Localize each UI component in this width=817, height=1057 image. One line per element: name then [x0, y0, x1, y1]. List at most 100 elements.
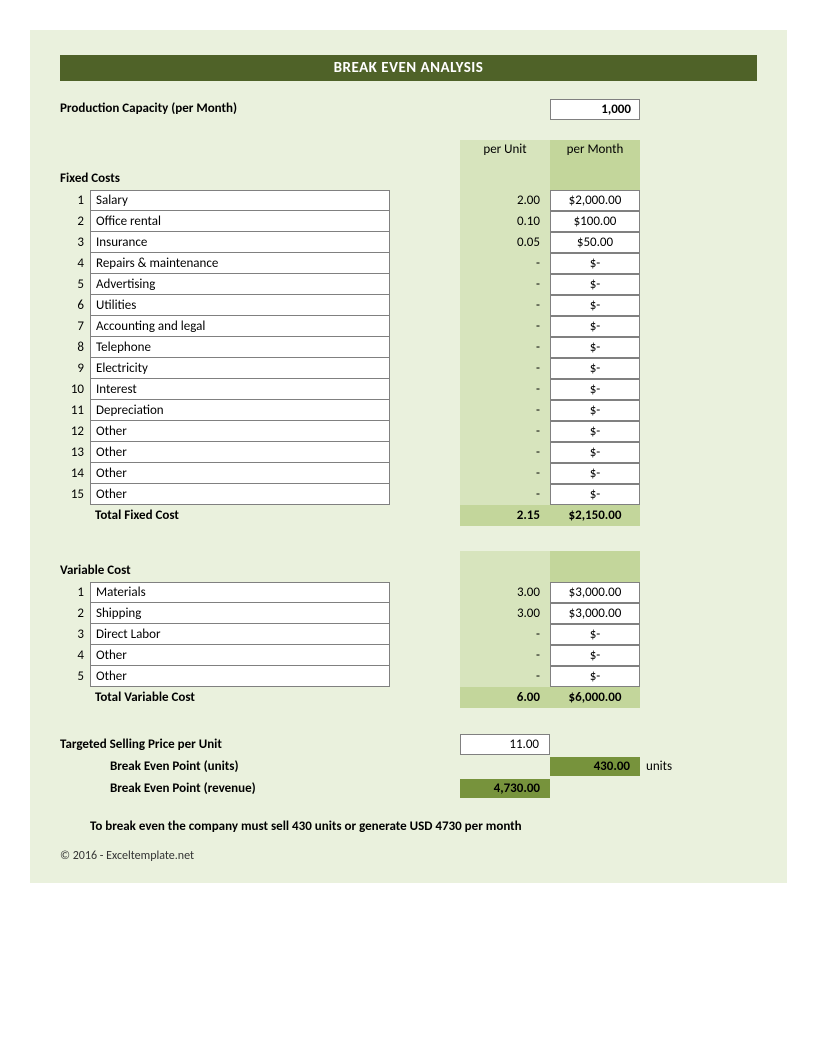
row-number: 4: [60, 253, 90, 274]
copyright-text: © 2016 - Exceltemplate.net: [60, 849, 757, 863]
per-month-cell[interactable]: $-: [550, 400, 640, 421]
per-unit-cell: -: [460, 274, 550, 295]
description-cell[interactable]: Other: [90, 421, 390, 442]
production-capacity-row: Production Capacity (per Month) 1,000: [60, 99, 757, 120]
fixed-total-label: Total Fixed Cost: [90, 505, 390, 526]
per-month-cell[interactable]: $-: [550, 274, 640, 295]
description-cell[interactable]: Utilities: [90, 295, 390, 316]
per-month-cell[interactable]: $100.00: [550, 211, 640, 232]
table-row: 8Telephone -$-: [60, 337, 757, 358]
per-month-cell[interactable]: $-: [550, 295, 640, 316]
description-cell[interactable]: Telephone: [90, 337, 390, 358]
variable-total-per-month: $6,000.00: [550, 687, 640, 708]
table-row: 5Advertising-$-: [60, 274, 757, 295]
per-month-cell[interactable]: $-: [550, 253, 640, 274]
row-number: 10: [60, 379, 90, 400]
per-unit-cell: 3.00: [460, 603, 550, 624]
per-month-cell[interactable]: $-: [550, 316, 640, 337]
description-cell[interactable]: Advertising: [90, 274, 390, 295]
description-cell[interactable]: Direct Labor: [90, 624, 390, 645]
fixed-costs-title-row: Fixed Costs: [60, 159, 757, 190]
bep-units-label: Break Even Point (units): [90, 757, 460, 776]
per-month-cell[interactable]: $-: [550, 358, 640, 379]
table-row: 9Electricity-$-: [60, 358, 757, 379]
row-number: 13: [60, 442, 90, 463]
per-month-cell[interactable]: $-: [550, 666, 640, 687]
fixed-total-per-month: $2,150.00: [550, 505, 640, 526]
per-month-cell[interactable]: $-: [550, 624, 640, 645]
variable-costs-total-row: Total Variable Cost 6.00 $6,000.00: [60, 687, 757, 708]
description-cell[interactable]: Interest: [90, 379, 390, 400]
description-cell[interactable]: Office rental: [90, 211, 390, 232]
per-unit-cell: -: [460, 624, 550, 645]
bep-revenue-label: Break Even Point (revenue): [90, 779, 460, 798]
per-unit-cell: -: [460, 253, 550, 274]
per-month-cell[interactable]: $-: [550, 645, 640, 666]
table-row: 15Other -$-: [60, 484, 757, 505]
per-unit-cell: 0.05: [460, 232, 550, 253]
selling-price-input[interactable]: 11.00: [460, 734, 550, 755]
per-month-cell[interactable]: $50.00: [550, 232, 640, 253]
row-number: 1: [60, 190, 90, 211]
selling-price-label: Targeted Selling Price per Unit: [60, 735, 460, 754]
description-cell[interactable]: Materials: [90, 582, 390, 603]
per-unit-cell: -: [460, 666, 550, 687]
description-cell[interactable]: Other: [90, 666, 390, 687]
table-row: 6Utilities-$-: [60, 295, 757, 316]
description-cell[interactable]: Repairs & maintenance: [90, 253, 390, 274]
bep-units-value: 430.00: [550, 757, 640, 776]
fixed-total-per-unit: 2.15: [460, 505, 550, 526]
description-cell[interactable]: Shipping: [90, 603, 390, 624]
description-cell[interactable]: Accounting and legal: [90, 316, 390, 337]
row-number: 8: [60, 337, 90, 358]
table-row: 11Depreciation-$-: [60, 400, 757, 421]
production-capacity-input[interactable]: 1,000: [550, 99, 640, 120]
per-unit-cell: -: [460, 337, 550, 358]
table-row: 1Materials3.00$3,000.00: [60, 582, 757, 603]
variable-costs-table: 1Materials3.00$3,000.002Shipping 3.00$3,0…: [60, 582, 757, 687]
per-month-cell[interactable]: $3,000.00: [550, 603, 640, 624]
row-number: 5: [60, 666, 90, 687]
per-month-cell[interactable]: $-: [550, 379, 640, 400]
per-month-cell[interactable]: $3,000.00: [550, 582, 640, 603]
table-row: 14Other-$-: [60, 463, 757, 484]
table-row: 2Office rental0.10$100.00: [60, 211, 757, 232]
per-unit-cell: -: [460, 400, 550, 421]
description-cell[interactable]: Depreciation: [90, 400, 390, 421]
row-number: 2: [60, 211, 90, 232]
variable-total-label: Total Variable Cost: [90, 687, 390, 708]
description-cell[interactable]: Salary: [90, 190, 390, 211]
per-month-cell[interactable]: $-: [550, 337, 640, 358]
table-row: 3Insurance0.05$50.00: [60, 232, 757, 253]
table-row: 1Salary2.00$2,000.00: [60, 190, 757, 211]
table-row: 4Repairs & maintenance -$-: [60, 253, 757, 274]
per-month-cell[interactable]: $-: [550, 442, 640, 463]
fixed-costs-label: Fixed Costs: [60, 169, 460, 188]
per-month-cell[interactable]: $-: [550, 484, 640, 505]
table-row: 10Interest-$-: [60, 379, 757, 400]
per-month-cell[interactable]: $2,000.00: [550, 190, 640, 211]
per-month-cell[interactable]: $-: [550, 463, 640, 484]
table-row: 13Other-$-: [60, 442, 757, 463]
units-suffix: units: [640, 759, 690, 774]
per-unit-cell: -: [460, 316, 550, 337]
description-cell[interactable]: Electricity: [90, 358, 390, 379]
per-unit-cell: -: [460, 421, 550, 442]
row-number: 7: [60, 316, 90, 337]
description-cell[interactable]: Other: [90, 463, 390, 484]
description-cell[interactable]: Other: [90, 645, 390, 666]
bep-revenue-value: 4,730.00: [460, 779, 550, 798]
table-row: 3Direct Labor-$-: [60, 624, 757, 645]
row-number: 14: [60, 463, 90, 484]
fixed-costs-table: 1Salary2.00$2,000.002Office rental0.10$1…: [60, 190, 757, 505]
per-unit-cell: -: [460, 484, 550, 505]
summary-text: To break even the company must sell 430 …: [90, 819, 757, 834]
row-number: 2: [60, 603, 90, 624]
description-cell[interactable]: Other: [90, 442, 390, 463]
description-cell[interactable]: Insurance: [90, 232, 390, 253]
description-cell[interactable]: Other: [90, 484, 390, 505]
row-number: 15: [60, 484, 90, 505]
results-section: Targeted Selling Price per Unit 11.00 Br…: [60, 733, 757, 799]
per-month-cell[interactable]: $-: [550, 421, 640, 442]
row-number: 12: [60, 421, 90, 442]
